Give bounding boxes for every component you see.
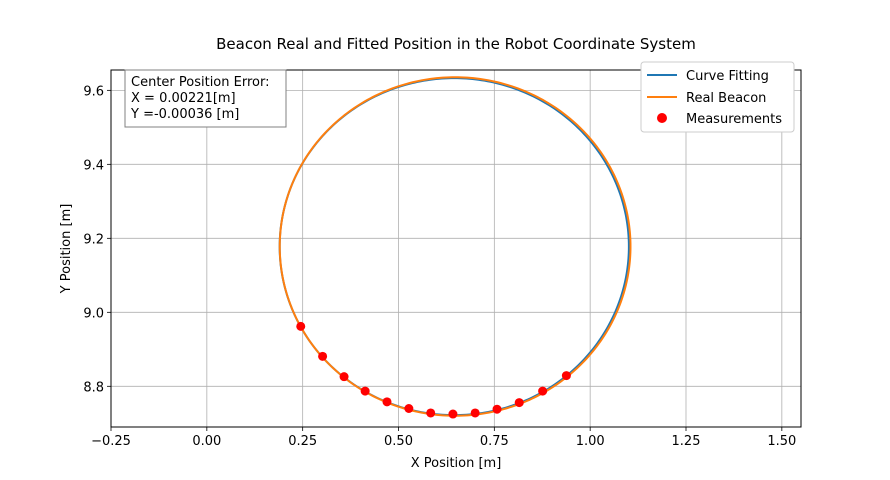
legend-label-measurements: Measurements (686, 112, 782, 127)
legend-label-real-beacon: Real Beacon (686, 91, 766, 106)
measurement-point (296, 321, 306, 331)
x-tick-label: 0.75 (480, 434, 509, 449)
x-tick-label: 1.50 (767, 434, 796, 449)
annotation-line-1: Center Position Error: (131, 75, 269, 90)
y-axis-label: Y Position [m] (59, 204, 74, 295)
chart-title: Beacon Real and Fitted Position in the R… (216, 35, 696, 53)
series-layer (278, 76, 632, 419)
legend-label-curve-fitting: Curve Fitting (686, 69, 769, 84)
x-axis-label: X Position [m] (411, 456, 502, 471)
measurement-point (448, 409, 458, 419)
measurement-point (470, 408, 480, 418)
legend-swatch-measurements (657, 113, 667, 123)
x-tick-label: 0.50 (384, 434, 413, 449)
y-tick-label: 8.8 (83, 380, 104, 395)
y-tick-label: 9.2 (83, 232, 104, 247)
annotation-line-2: X = 0.00221[m] (131, 91, 236, 106)
x-tick-label: 1.25 (672, 434, 701, 449)
measurement-point (382, 397, 392, 407)
x-tick-label: 0.25 (288, 434, 317, 449)
measurement-point (538, 386, 548, 396)
x-tick-label: 0.00 (192, 434, 221, 449)
axis-ticks: −0.25 0.00 0.25 0.50 0.75 1.00 1.25 1.50 8.8 9.0 9… (83, 84, 796, 449)
legend-frame (640, 61, 795, 133)
measurement-point (318, 351, 328, 361)
measurement-point (561, 371, 571, 381)
plot-frame (110, 69, 802, 428)
y-tick-label: 9.4 (83, 158, 104, 173)
measurement-point (492, 404, 502, 414)
measurement-point (360, 386, 370, 396)
measurement-point (514, 398, 524, 408)
y-tick-label: 9.0 (83, 306, 104, 321)
measurement-point (404, 404, 414, 414)
x-tick-label: 1.00 (576, 434, 605, 449)
y-tick-label: 9.6 (83, 84, 104, 99)
annotation-line-3: Y =-0.00036 [m] (130, 107, 239, 122)
x-tick-label: −0.25 (91, 434, 131, 449)
measurement-point (339, 372, 349, 382)
annotation-frame (124, 69, 287, 128)
legend: Curve Fitting Real Beacon Measurements (640, 61, 795, 133)
measurement-point (426, 408, 436, 418)
annotation-box: Center Position Error: X = 0.00221[m] Y … (124, 69, 287, 128)
